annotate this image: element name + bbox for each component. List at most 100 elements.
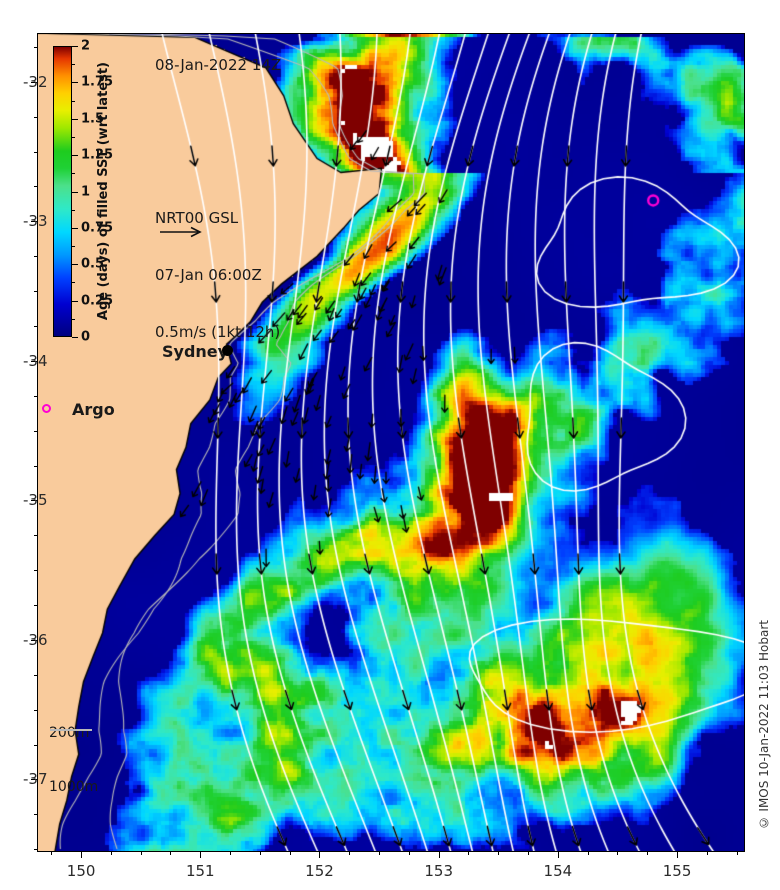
map-plot-area[interactable] xyxy=(37,33,745,852)
colorbar-minor-tick xyxy=(72,136,75,138)
x-axis-minor-tick xyxy=(706,852,708,855)
x-axis-minor-tick xyxy=(140,852,142,855)
x-axis-tick-label: 153 xyxy=(424,862,453,880)
colorbar-minor-tick xyxy=(72,173,75,175)
x-axis-minor-tick xyxy=(528,852,530,855)
y-axis-minor-tick xyxy=(34,46,37,48)
colorbar-tick-label: 1.25 xyxy=(81,147,114,163)
sst-age-raster xyxy=(37,33,745,852)
y-axis-tick xyxy=(31,779,37,781)
y-axis-minor-tick xyxy=(34,465,37,467)
sydney-marker-icon xyxy=(222,345,233,356)
x-axis-minor-tick xyxy=(230,852,232,855)
y-axis-minor-tick xyxy=(34,151,37,153)
model-time-text: 07-Jan 06:00Z xyxy=(155,266,262,284)
colorbar-tick xyxy=(72,82,78,84)
colorbar xyxy=(53,46,72,337)
x-axis-minor-tick xyxy=(498,852,500,855)
bathymetry-legend: 200m 1000m xyxy=(49,688,98,832)
colorbar-minor-tick xyxy=(72,318,75,320)
colorbar-title: Age (days) of filled SST (wrt latest) xyxy=(96,46,111,337)
y-axis-tick xyxy=(31,500,37,502)
colorbar-tick-label: 1 xyxy=(81,184,91,199)
timestamp-label: 08-Jan-2022 14Z xyxy=(155,56,282,74)
colorbar-minor-tick xyxy=(72,282,75,284)
colorbar-tick-label: 0.5 xyxy=(81,256,105,272)
colorbar-tick xyxy=(72,191,78,193)
y-axis-minor-tick xyxy=(34,605,37,607)
y-axis-tick xyxy=(31,639,37,641)
x-axis-minor-tick xyxy=(259,852,261,855)
x-axis-minor-tick xyxy=(170,852,172,855)
y-axis-minor-tick xyxy=(34,709,37,711)
y-axis-tick xyxy=(31,81,37,83)
y-axis-minor-tick xyxy=(34,186,37,188)
colorbar-tick xyxy=(72,155,78,157)
x-axis-tick xyxy=(200,852,202,858)
x-axis-minor-tick xyxy=(587,852,589,855)
x-axis-minor-tick xyxy=(468,852,470,855)
x-axis-tick xyxy=(438,852,440,858)
x-axis-minor-tick xyxy=(110,852,112,855)
y-axis-minor-tick xyxy=(34,325,37,327)
colorbar-tick xyxy=(72,264,78,266)
x-axis-tick xyxy=(319,852,321,858)
x-axis-tick xyxy=(677,852,679,858)
colorbar-tick xyxy=(72,46,78,47)
y-axis-minor-tick xyxy=(34,116,37,118)
y-axis-minor-tick xyxy=(34,291,37,293)
colorbar-tick-label: 0.75 xyxy=(81,220,114,236)
y-axis-minor-tick xyxy=(34,814,37,816)
model-info-label: NRT00 GSL 07-Jan 06:00Z 0.5m/s (1kt 12h) xyxy=(155,171,280,380)
colorbar-tick xyxy=(72,227,78,229)
y-axis-minor-tick xyxy=(34,570,37,572)
model-name-text: NRT00 GSL xyxy=(155,209,239,227)
colorbar-minor-tick xyxy=(72,100,75,102)
y-axis-minor-tick xyxy=(34,535,37,537)
colorbar-tick-label: 2 xyxy=(81,38,91,54)
y-axis-minor-tick xyxy=(34,849,37,851)
x-axis-tick xyxy=(81,852,83,858)
y-axis-minor-tick xyxy=(34,674,37,676)
colorbar-minor-tick xyxy=(72,64,75,66)
x-axis-minor-tick xyxy=(647,852,649,855)
colorbar-tick-label: 1.75 xyxy=(81,74,114,90)
x-axis-tick-label: 154 xyxy=(543,862,573,880)
y-axis-minor-tick xyxy=(34,395,37,397)
x-axis-minor-tick xyxy=(289,852,291,855)
colorbar-minor-tick xyxy=(72,209,75,211)
bathymetry-legend-line xyxy=(50,729,92,731)
x-axis-minor-tick xyxy=(736,852,738,855)
colorbar-tick xyxy=(72,337,78,338)
sydney-label: Sydney xyxy=(162,342,229,361)
y-axis-minor-tick xyxy=(34,430,37,432)
colorbar-tick-label: 0.25 xyxy=(81,293,114,309)
colorbar-tick xyxy=(72,118,78,120)
argo-legend-marker-icon xyxy=(42,404,51,413)
colorbar-tick-label: 1.5 xyxy=(81,111,105,127)
x-axis-minor-tick xyxy=(617,852,619,855)
x-axis-tick-label: 152 xyxy=(305,862,334,880)
x-axis-tick-label: 151 xyxy=(185,862,215,880)
argo-legend-label: Argo xyxy=(72,400,115,419)
x-axis-tick-label: 150 xyxy=(66,862,96,880)
colorbar-minor-tick xyxy=(72,246,75,248)
y-axis-minor-tick xyxy=(34,256,37,258)
depth-200m-label: 200m xyxy=(49,725,90,741)
x-axis-tick xyxy=(557,852,559,858)
x-axis-minor-tick xyxy=(408,852,410,855)
x-axis-minor-tick xyxy=(51,852,53,855)
x-axis-tick-label: 155 xyxy=(662,862,692,880)
y-axis-tick xyxy=(31,221,37,223)
y-axis-tick xyxy=(31,360,37,362)
x-axis-minor-tick xyxy=(349,852,351,855)
x-axis-minor-tick xyxy=(379,852,381,855)
depth-1000m-label: 1000m xyxy=(49,779,99,795)
colorbar-title-text: Age (days) of filled SST (wrt latest) xyxy=(96,62,111,321)
y-axis-minor-tick xyxy=(34,744,37,746)
colorbar-gradient xyxy=(54,47,71,336)
colorbar-tick-label: 0 xyxy=(81,329,91,345)
velocity-scale-text: 0.5m/s (1kt 12h) xyxy=(155,323,281,341)
colorbar-tick xyxy=(72,300,78,302)
